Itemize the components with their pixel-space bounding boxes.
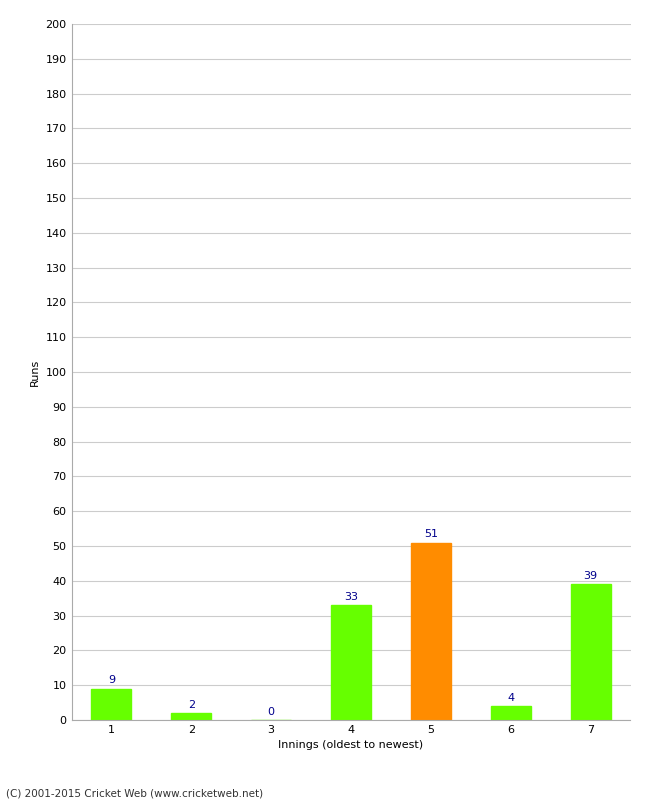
Text: (C) 2001-2015 Cricket Web (www.cricketweb.net): (C) 2001-2015 Cricket Web (www.cricketwe… [6, 789, 264, 798]
X-axis label: Innings (oldest to newest): Innings (oldest to newest) [278, 741, 424, 750]
Y-axis label: Runs: Runs [30, 358, 40, 386]
Bar [491, 706, 530, 720]
Text: 33: 33 [344, 592, 358, 602]
Bar [172, 713, 211, 720]
Bar [92, 689, 131, 720]
Text: 4: 4 [507, 693, 514, 702]
Bar [331, 605, 371, 720]
Text: 39: 39 [584, 571, 597, 581]
Bar [411, 542, 451, 720]
Text: 0: 0 [268, 706, 275, 717]
Text: 9: 9 [108, 675, 115, 685]
Text: 2: 2 [188, 699, 195, 710]
Bar [571, 584, 610, 720]
Text: 51: 51 [424, 529, 438, 539]
